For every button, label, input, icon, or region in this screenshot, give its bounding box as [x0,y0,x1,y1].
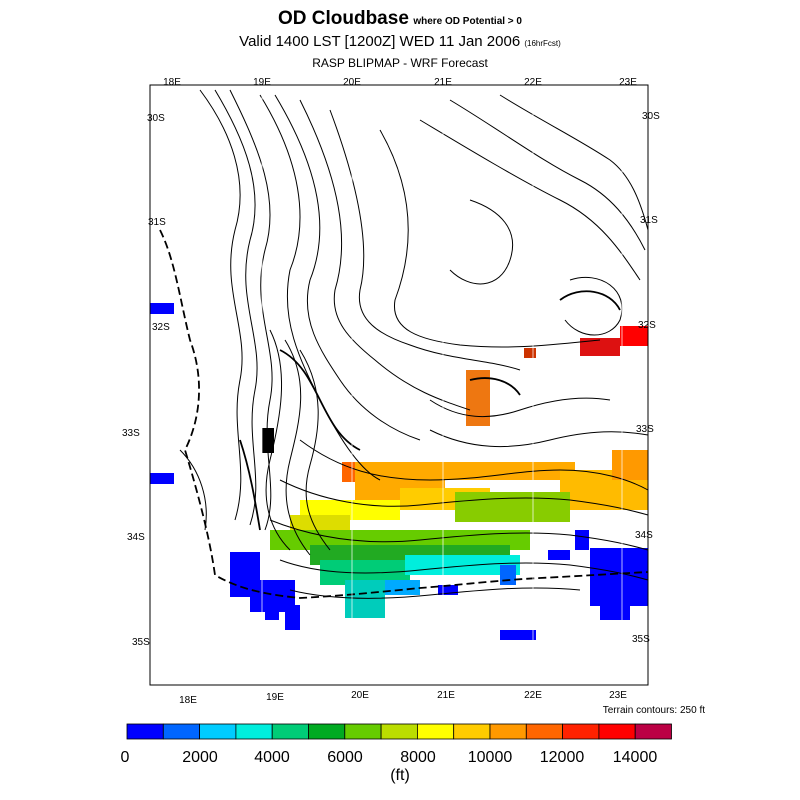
lat-left-label: 32S [152,322,170,333]
lon-top-label: 21E [434,77,452,88]
valid-time: Valid 1400 LST [1200Z] WED 11 Jan 2006 (… [0,33,800,50]
lat-right-label: 35S [632,634,650,645]
legend-ticks: 0 2000 4000 6000 8000 10000 12000 14000 [121,749,658,766]
lat-right-label: 33S [636,424,654,435]
legend-swatch [271,723,309,740]
lon-bottom-label: 22E [524,690,542,701]
valid-time-text: Valid 1400 LST [1200Z] WED 11 Jan 2006 [239,33,521,50]
lon-bottom-label: 20E [351,690,369,701]
lat-right-labels: 30S 31S 32S 33S 34S 35S [632,111,660,645]
map-frame [149,84,649,686]
color-legend [126,723,672,740]
legend-swatch [235,723,273,740]
lat-right-label: 31S [640,215,658,226]
grid-lines [261,90,623,685]
terrain-note: Terrain contours: 250 ft [602,705,705,716]
lat-right-label: 30S [642,111,660,122]
lon-bottom-label: 21E [437,690,455,701]
legend-swatch [126,723,164,740]
legend-units: (ft) [390,767,410,784]
legend-tick-label: 10000 [468,749,513,766]
legend-swatch [344,723,382,740]
legend-swatch [634,723,672,740]
map-title: OD Cloudbase where OD Potential > 0 [0,8,800,30]
lat-left-label: 31S [148,217,166,228]
forecast-tag: (16hrFcst) [524,39,561,48]
lon-top-label: 22E [524,77,542,88]
legend-swatch [380,723,418,740]
model-name: RASP BLIPMAP - WRF Forecast [312,56,488,70]
lat-left-label: 30S [147,113,165,124]
legend-tick-label: 14000 [613,749,658,766]
legend-swatch [562,723,600,740]
lon-bottom-label: 19E [266,692,284,703]
legend-tick-label: 6000 [327,749,363,766]
lon-top-label: 19E [253,77,271,88]
coastline [159,229,649,599]
title-main: OD Cloudbase [277,8,409,29]
lon-top-label: 18E [163,77,181,88]
legend-swatch [416,723,455,740]
legend-tick-label: 4000 [254,749,290,766]
legend-swatch [308,723,346,740]
lon-bottom-label: 18E [179,695,197,706]
lon-bottom-label: 23E [609,690,627,701]
lon-top-label: 20E [343,77,361,88]
lat-right-label: 32S [638,320,656,331]
legend-swatch [525,723,563,740]
title-suffix: where OD Potential > 0 [413,16,522,27]
legend-tick-label: 2000 [182,749,218,766]
legend-swatch [489,723,527,740]
lat-left-label: 35S [132,637,150,648]
lat-left-label: 34S [127,532,145,543]
legend-swatch [453,723,491,740]
legend-swatch [199,723,237,740]
legend-swatch [162,723,201,740]
lon-top-labels: 18E 19E 20E 21E 22E 23E [163,77,637,88]
terrain-contours [179,89,649,599]
lat-left-labels: 30S 31S 32S 33S 34S 35S [122,113,170,648]
legend-swatch [598,723,636,740]
lon-bottom-labels: 18E 19E 20E 21E 22E 23E [179,690,627,706]
lat-left-label: 33S [122,428,140,439]
legend-tick-label: 8000 [400,749,436,766]
lat-right-label: 34S [635,530,653,541]
legend-tick-label: 12000 [540,749,585,766]
lon-top-label: 23E [619,77,637,88]
legend-tick-label: 0 [121,749,130,766]
